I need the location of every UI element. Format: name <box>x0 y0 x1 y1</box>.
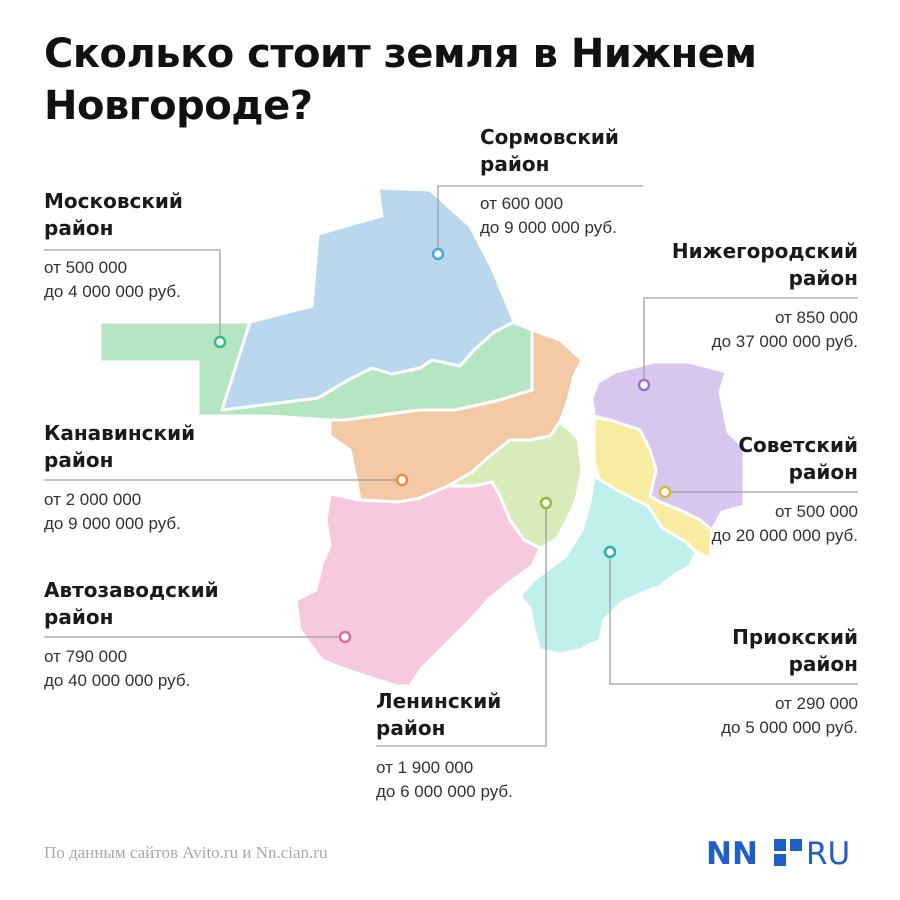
leader-line-priooksky <box>609 552 858 685</box>
price-from: от 1 900 000 <box>376 758 474 777</box>
label-nizhegorodsky: Нижегородский район от 850 000 до 37 000 0… <box>672 238 858 354</box>
label-kanavinsky: Канавинский район от 2 000 000 до 9 000 00… <box>44 420 195 536</box>
district-shape-sormovsky[interactable] <box>220 186 516 412</box>
marker-sovetsky[interactable] <box>658 485 672 499</box>
price-from: от 500 000 <box>44 258 128 277</box>
price-from: от 850 000 <box>774 308 858 327</box>
price-from: от 290 000 <box>774 694 858 713</box>
district-name-suffix: район <box>788 652 858 676</box>
district-name: Советский <box>738 433 858 457</box>
marker-leninsky[interactable] <box>539 496 553 510</box>
price-to: до 9 000 000 руб. <box>44 514 181 533</box>
marker-moskovsky[interactable] <box>213 335 227 349</box>
label-avtozavodsky: Автозаводский район от 790 000 до 40 000 0… <box>44 577 219 693</box>
price-from: от 2 000 000 <box>44 490 142 509</box>
district-shape-priooksky[interactable] <box>518 474 698 656</box>
price-to: до 40 000 000 руб. <box>44 671 191 690</box>
district-name-suffix: район <box>44 605 114 629</box>
marker-kanavinsky[interactable] <box>395 473 409 487</box>
price-from: от 790 000 <box>44 647 128 666</box>
price-to: до 37 000 000 руб. <box>711 332 858 351</box>
district-name: Ленинский <box>376 689 502 713</box>
logo-text-nn: NN <box>706 836 758 868</box>
district-name: Автозаводский <box>44 578 219 602</box>
district-name-suffix: район <box>788 460 858 484</box>
leader-line-leninsky <box>376 503 547 747</box>
district-name-suffix: район <box>788 266 858 290</box>
price-to: до 6 000 000 руб. <box>376 782 513 801</box>
label-priooksky: Приокский район от 290 000 до 5 000 000 ру… <box>721 624 858 740</box>
logo-mark <box>774 839 802 866</box>
marker-priooksky[interactable] <box>603 545 617 559</box>
marker-avtozavodsky[interactable] <box>338 630 352 644</box>
price-to: до 5 000 000 руб. <box>721 718 858 737</box>
leader-line-moskovsky <box>44 249 221 342</box>
price-to: до 4 000 000 руб. <box>44 282 181 301</box>
district-name: Приокский <box>732 625 858 649</box>
label-moskovsky: Московский район от 500 000 до 4 000 000 р… <box>44 188 183 304</box>
label-leninsky: Ленинский район от 1 900 000 до 6 000 000 … <box>376 688 513 804</box>
marker-nizhegorodsky[interactable] <box>637 378 651 392</box>
nn-ru-logo[interactable]: NN RU <box>706 836 862 868</box>
district-name: Сормовский <box>480 125 619 149</box>
label-sormovsky: Сормовский район от 600 000 до 9 000 000 р… <box>480 124 619 240</box>
label-sovetsky: Советский район от 500 000 до 20 000 000 р… <box>712 432 858 548</box>
district-name-suffix: район <box>376 716 446 740</box>
source-note: По данным сайтов Avito.ru и Nn.cian.ru <box>44 843 328 862</box>
marker-sormovsky[interactable] <box>431 247 445 261</box>
page-title: Сколько стоит земля в Нижнем Новгороде? <box>44 31 757 129</box>
leader-line-sormovsky <box>437 185 643 254</box>
district-name-suffix: район <box>44 448 114 472</box>
logo-text-ru: RU <box>806 836 850 868</box>
price-from: от 600 000 <box>480 194 564 213</box>
price-to: до 20 000 000 руб. <box>711 526 858 545</box>
leader-line-nizhegorodsky <box>643 297 858 385</box>
district-name: Московский <box>44 189 183 213</box>
district-shape-avtozavodsky[interactable] <box>294 480 542 688</box>
district-name: Канавинский <box>44 421 196 445</box>
district-name: Нижегородский <box>671 239 858 263</box>
price-to: до 9 000 000 руб. <box>480 218 617 237</box>
district-name-suffix: район <box>44 216 114 240</box>
district-name-suffix: район <box>480 152 550 176</box>
price-from: от 500 000 <box>774 502 858 521</box>
